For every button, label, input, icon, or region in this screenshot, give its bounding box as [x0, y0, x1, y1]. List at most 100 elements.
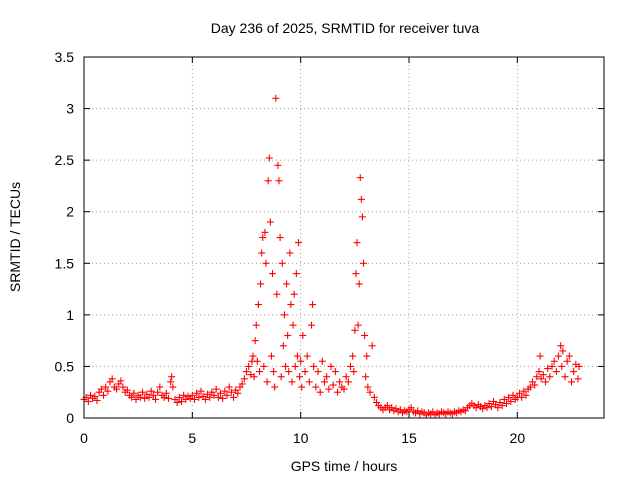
data-point	[251, 337, 259, 345]
data-point	[531, 381, 539, 389]
chart-title: Day 236 of 2025, SRMTID for receiver tuv…	[211, 20, 480, 36]
data-point	[318, 357, 326, 365]
data-point	[312, 383, 320, 391]
data-point	[154, 388, 162, 396]
data-point	[295, 239, 302, 247]
data-point	[507, 397, 515, 405]
data-point	[360, 259, 367, 267]
data-point	[267, 352, 275, 360]
data-point	[262, 259, 270, 267]
data-point	[487, 403, 495, 411]
data-point	[362, 373, 370, 381]
data-point	[557, 342, 565, 350]
data-point	[201, 395, 209, 403]
data-point	[167, 378, 175, 386]
data-point	[370, 393, 378, 401]
data-point	[336, 378, 344, 386]
data-point	[282, 362, 289, 370]
data-point	[314, 368, 322, 376]
y-axis-label: SRMTID / TECUs	[7, 182, 23, 292]
data-point	[139, 388, 146, 396]
data-point	[383, 402, 391, 410]
y-tick-label: 2	[66, 204, 74, 220]
data-point	[168, 373, 176, 381]
data-point	[180, 391, 188, 399]
data-point	[297, 357, 305, 365]
data-point	[498, 402, 506, 410]
data-point	[162, 389, 170, 397]
y-tick-label: 2.5	[55, 152, 75, 168]
data-point	[279, 342, 287, 350]
data-point	[271, 383, 279, 391]
data-point	[327, 362, 335, 370]
data-point	[210, 391, 218, 399]
data-point	[352, 270, 360, 278]
data-point	[173, 399, 181, 407]
data-point	[575, 362, 583, 370]
data-point	[156, 383, 164, 391]
data-point	[354, 321, 362, 329]
x-axis-label: GPS time / hours	[291, 458, 398, 474]
data-point	[160, 393, 168, 401]
data-point	[212, 385, 220, 393]
data-point	[219, 394, 227, 402]
data-point	[321, 378, 328, 386]
data-point	[130, 389, 138, 397]
data-point	[536, 352, 544, 360]
data-point	[331, 368, 339, 376]
data-point	[272, 94, 280, 102]
data-point	[223, 391, 231, 399]
data-point	[165, 394, 172, 402]
data-point	[264, 177, 272, 185]
data-point	[334, 388, 341, 396]
data-point	[113, 385, 120, 393]
data-point	[93, 396, 101, 404]
x-tick-label: 5	[188, 430, 196, 446]
data-point	[280, 311, 288, 319]
data-point	[544, 364, 552, 372]
data-point	[509, 391, 517, 399]
data-point	[516, 389, 523, 397]
data-point	[289, 321, 297, 329]
data-point	[217, 389, 224, 397]
data-point	[152, 395, 159, 403]
data-point	[292, 270, 300, 278]
data-point	[296, 373, 304, 381]
plot-frame	[83, 56, 605, 419]
y-tick-label: 1	[66, 307, 74, 323]
data-point	[570, 368, 578, 376]
data-point	[503, 400, 510, 408]
data-point	[323, 373, 331, 381]
data-point	[325, 385, 333, 393]
data-point	[238, 380, 246, 388]
data-point	[195, 393, 203, 401]
data-point	[234, 389, 242, 397]
data-point	[104, 387, 112, 395]
data-point	[253, 357, 261, 365]
data-point	[259, 234, 267, 241]
y-tick-label: 3	[66, 101, 74, 117]
data-point	[274, 161, 282, 169]
data-point	[91, 392, 99, 400]
data-point	[230, 393, 237, 401]
data-point	[349, 352, 357, 360]
data-point	[275, 177, 283, 185]
data-point	[108, 375, 116, 383]
data-point	[494, 404, 502, 412]
data-point	[178, 397, 185, 405]
data-point	[250, 373, 258, 381]
data-point	[361, 331, 369, 339]
data-point	[303, 352, 311, 360]
data-point	[340, 385, 348, 393]
data-point	[309, 301, 317, 309]
data-point	[191, 395, 198, 403]
data-point	[535, 368, 543, 376]
data-point	[368, 342, 376, 350]
x-tick-label: 10	[293, 430, 309, 446]
data-point	[266, 218, 274, 226]
data-point	[188, 391, 196, 399]
data-point	[278, 259, 286, 267]
data-point	[269, 270, 276, 278]
data-point	[366, 388, 374, 396]
